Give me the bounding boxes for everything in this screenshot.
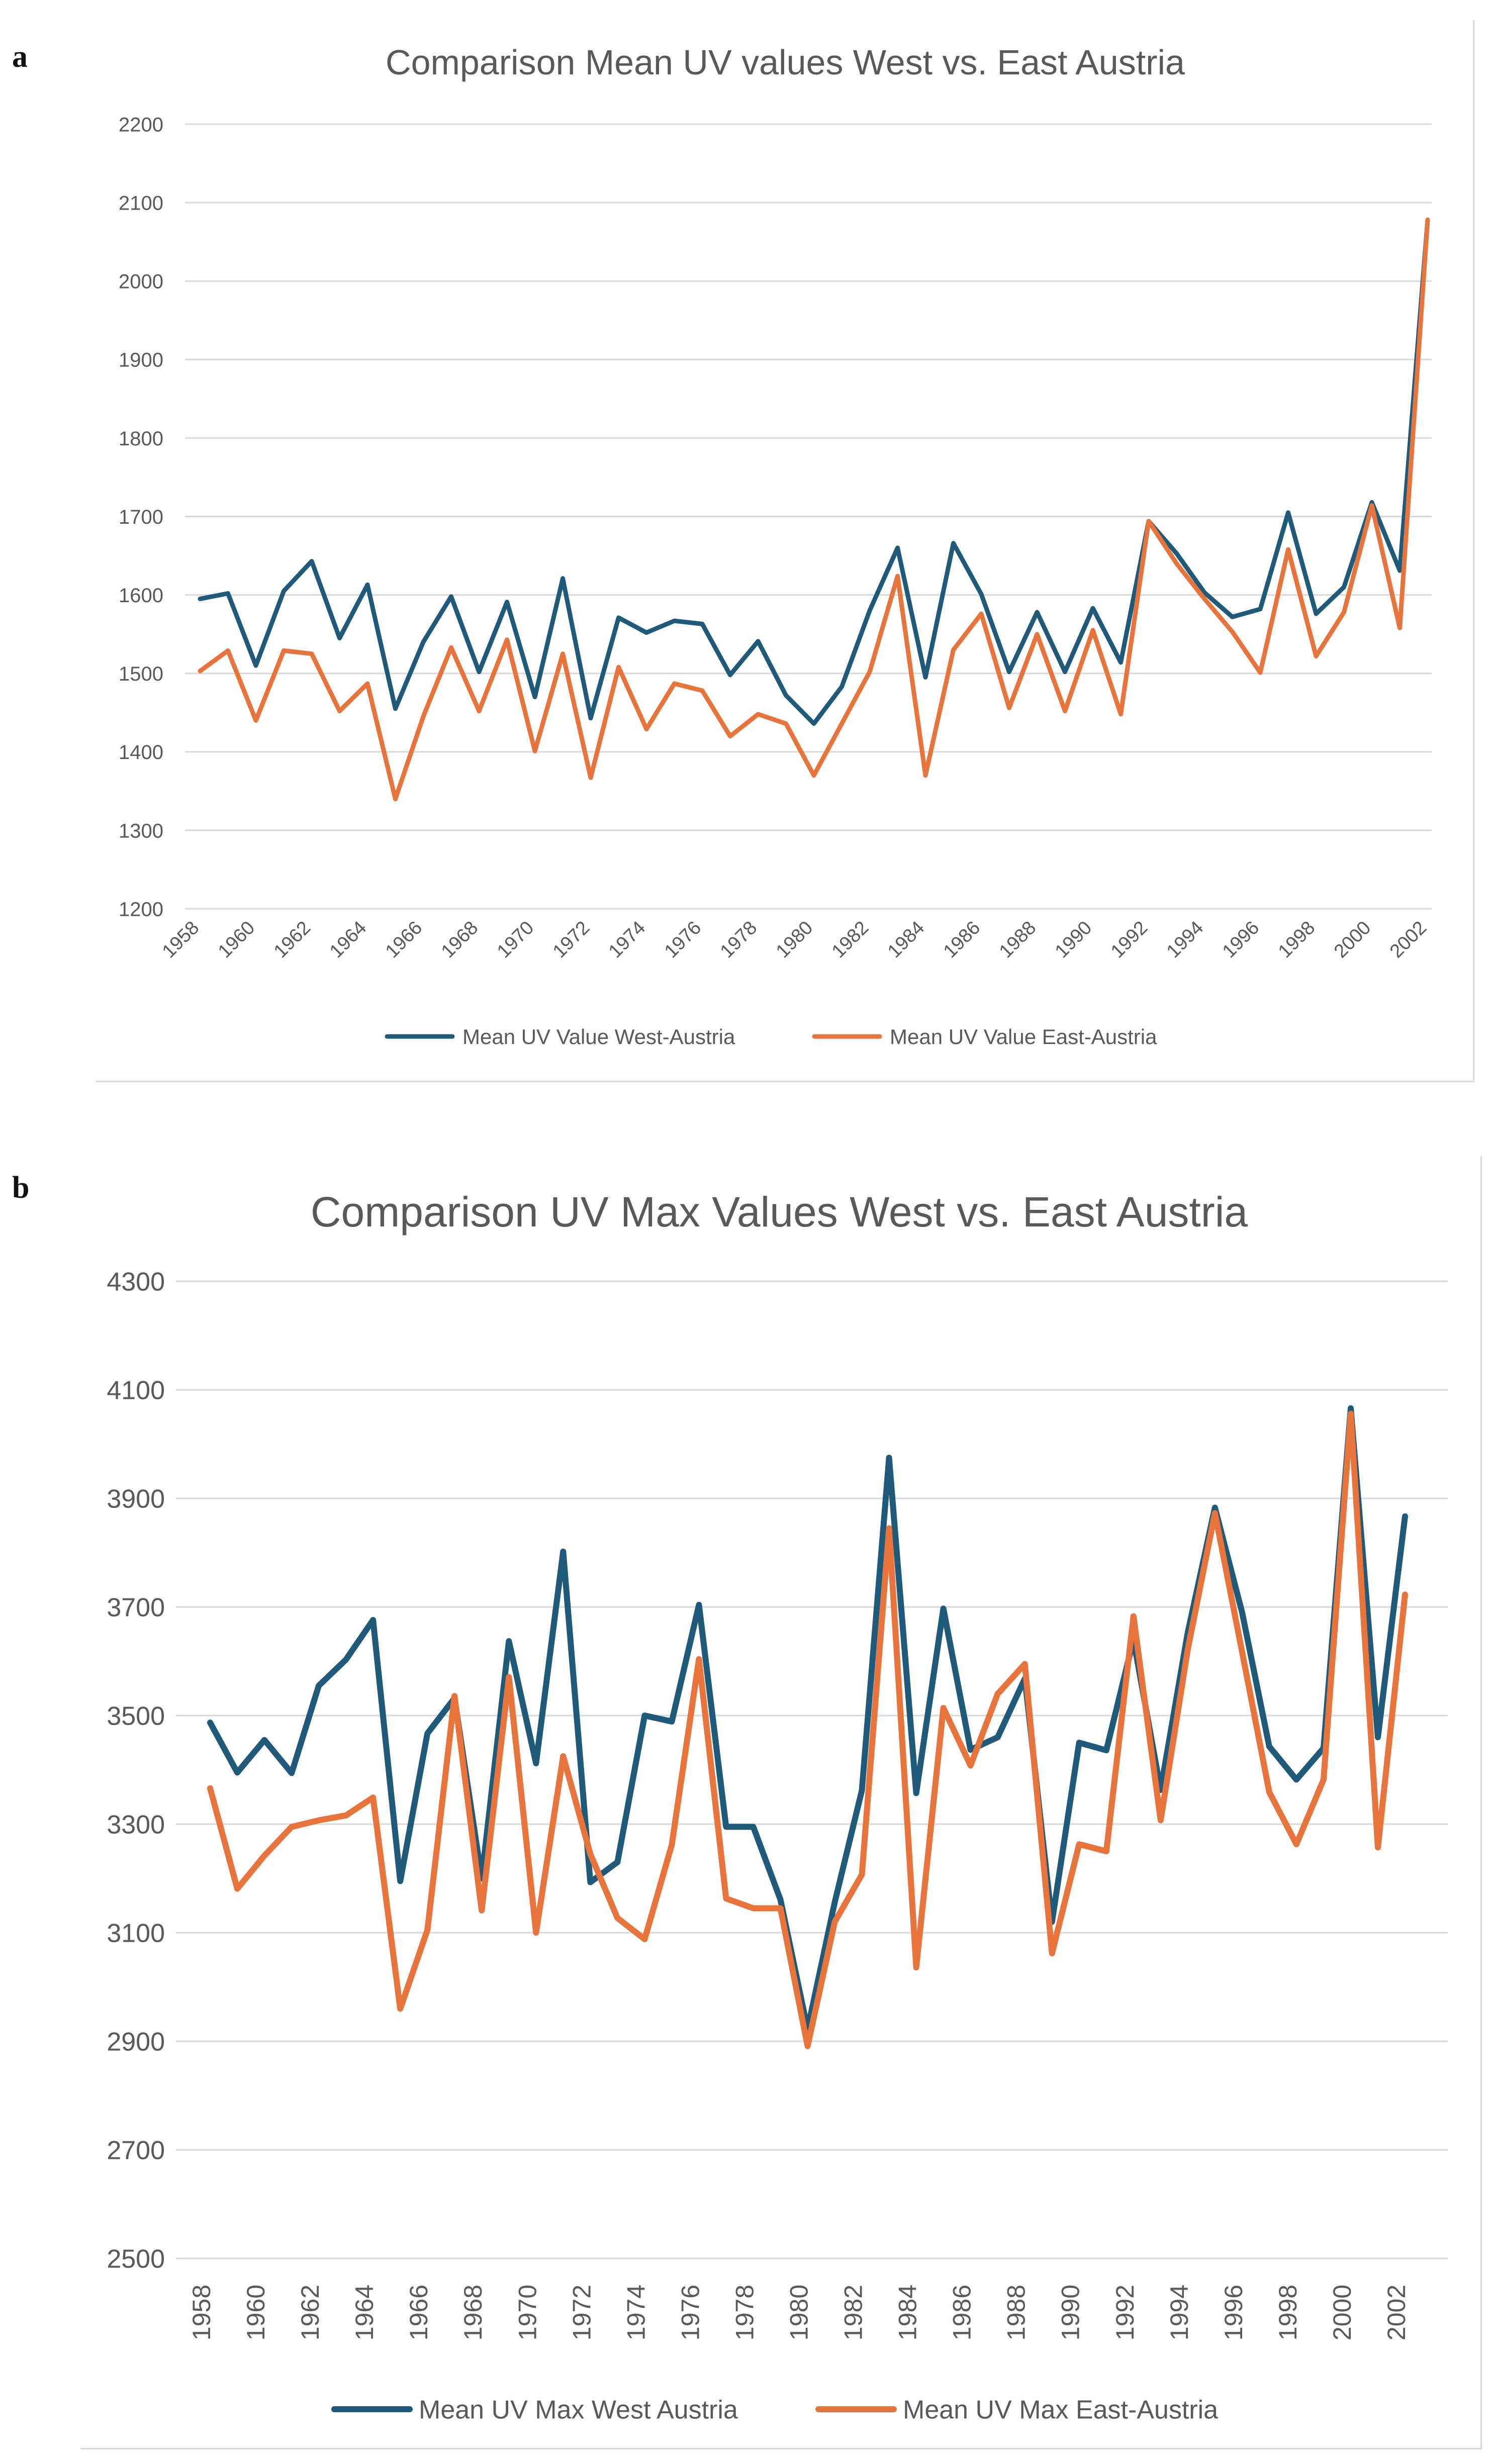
series-line-east (198, 217, 1430, 801)
panel-label-b: b (12, 1171, 30, 1205)
y-tick-label-2100: 2100 (119, 193, 163, 215)
x-tick-label-1966: 1966 (405, 2285, 433, 2340)
y-tick-label-1500: 1500 (119, 663, 163, 685)
x-tick-label-1968: 1968 (459, 2285, 487, 2340)
y-tick-label-1200: 1200 (119, 898, 163, 920)
x-tick-label-1984: 1984 (894, 2285, 922, 2340)
y-tick-label-4100: 4100 (107, 1376, 165, 1405)
x-tick-label-1972: 1972 (568, 2285, 596, 2340)
y-tick-label-4300: 4300 (107, 1268, 165, 1297)
panel-label-a: a (12, 40, 28, 74)
chart-a-frame (96, 20, 1474, 1082)
chart-title: Comparison Mean UV values West vs. East … (386, 43, 1185, 82)
x-tick-label-1986: 1986 (948, 2285, 976, 2340)
x-tick-label-1992: 1992 (1111, 2285, 1139, 2340)
legend-label-east: Mean UV Value East-Austria (890, 1025, 1157, 1049)
chart-a: Comparison Mean UV values West vs. East … (119, 43, 1432, 1049)
x-tick-label-1976: 1976 (676, 2285, 704, 2340)
x-tick-label-2002: 2002 (1382, 2285, 1411, 2340)
y-tick-label-2200: 2200 (119, 114, 163, 136)
y-tick-label-2900: 2900 (107, 2028, 165, 2057)
x-tick-label-1990: 1990 (1057, 2285, 1085, 2340)
y-tick-label-1600: 1600 (119, 585, 163, 607)
x-tick-label-1996: 1996 (1220, 2285, 1248, 2340)
legend-label-west: Mean UV Max West Austria (419, 2396, 738, 2425)
legend-label-west: Mean UV Value West-Austria (462, 1025, 735, 1049)
series-line-east (207, 1410, 1408, 2049)
y-tick-label-1900: 1900 (119, 349, 163, 371)
x-tick-label-2000: 2000 (1328, 2285, 1356, 2340)
x-tick-label-1988: 1988 (1002, 2285, 1031, 2340)
y-tick-label-3700: 3700 (107, 1593, 165, 1623)
chart-title: Comparison UV Max Values West vs. East A… (311, 1188, 1248, 1236)
x-tick-label-1998: 1998 (1274, 2285, 1302, 2340)
y-tick-label-3300: 3300 (107, 1811, 165, 1840)
x-tick-label-1982: 1982 (840, 2285, 868, 2340)
x-tick-label-1960: 1960 (242, 2285, 270, 2340)
y-tick-label-1300: 1300 (119, 820, 163, 842)
x-tick-label-1970: 1970 (513, 2285, 541, 2340)
x-tick-label-1962: 1962 (296, 2285, 324, 2340)
x-tick-label-1994: 1994 (1165, 2285, 1193, 2340)
series-line-west (198, 217, 1430, 726)
chart-b-frame (80, 1156, 1482, 2449)
y-tick-label-2500: 2500 (107, 2245, 165, 2274)
x-tick-label-1974: 1974 (622, 2285, 650, 2340)
legend-label-east: Mean UV Max East-Austria (903, 2396, 1218, 2425)
x-tick-label-1978: 1978 (730, 2285, 759, 2340)
y-tick-label-2700: 2700 (107, 2136, 165, 2165)
x-tick-label-1980: 1980 (785, 2285, 813, 2340)
y-tick-label-2000: 2000 (119, 271, 163, 293)
y-tick-label-1700: 1700 (119, 506, 163, 528)
x-tick-label-1964: 1964 (350, 2285, 379, 2340)
y-tick-label-1800: 1800 (119, 428, 163, 450)
y-tick-label-3100: 3100 (107, 1919, 165, 1948)
y-tick-label-1400: 1400 (119, 741, 163, 764)
x-tick-label-1958: 1958 (188, 2285, 216, 2340)
y-tick-label-3900: 3900 (107, 1485, 165, 1514)
y-tick-label-3500: 3500 (107, 1702, 165, 1731)
